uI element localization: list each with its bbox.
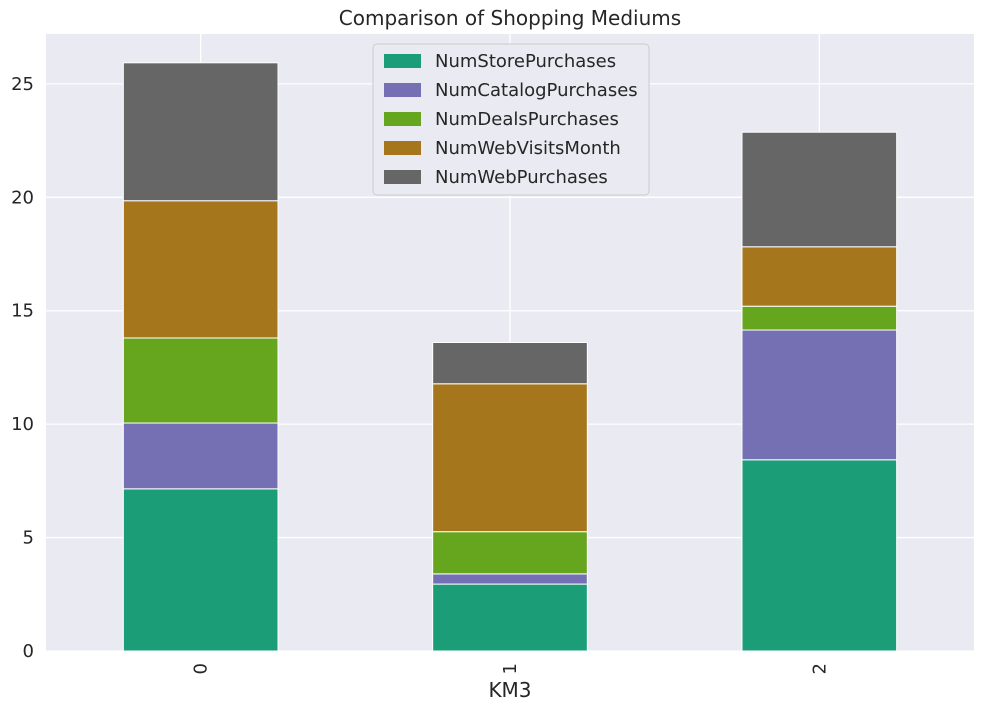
y-tick-label: 20 bbox=[11, 187, 34, 208]
bar-segment-NumWebVisitsMonth-0 bbox=[122, 200, 279, 339]
y-axis-ticks: 0 5 10 15 20 25 bbox=[11, 74, 34, 662]
bar-segment-NumWebPurchases-1 bbox=[432, 342, 588, 385]
bar-segment-NumWebPurchases-0 bbox=[122, 62, 279, 202]
x-tick-label: 1 bbox=[500, 663, 521, 674]
chart-title: Comparison of Shopping Mediums bbox=[339, 6, 681, 30]
legend-label: NumWebVisitsMonth bbox=[435, 138, 621, 159]
x-tick-label: 2 bbox=[809, 663, 830, 674]
x-tick-label: 0 bbox=[191, 663, 212, 674]
x-axis-ticks: 0 1 2 bbox=[191, 663, 831, 674]
legend-swatch bbox=[384, 141, 421, 155]
legend: NumStorePurchases NumCatalogPurchases NumD… bbox=[372, 43, 650, 196]
bar-segment-NumCatalogPurchases-2 bbox=[741, 329, 898, 461]
legend-label: NumStorePurchases bbox=[435, 51, 616, 72]
bar-segment-NumCatalogPurchases-1 bbox=[432, 573, 588, 585]
bar-segment-NumStorePurchases-0 bbox=[122, 488, 279, 652]
bar-segment-NumWebPurchases-2 bbox=[741, 131, 898, 248]
y-tick-label: 15 bbox=[11, 301, 34, 322]
legend-swatch bbox=[384, 170, 421, 184]
bar-segment-NumCatalogPurchases-0 bbox=[122, 422, 279, 490]
bar-segment-NumDealsPurchases-1 bbox=[432, 531, 588, 575]
bar-segment-NumDealsPurchases-2 bbox=[741, 305, 898, 331]
bar-segment-NumStorePurchases-1 bbox=[432, 583, 588, 652]
x-axis-label: KM3 bbox=[488, 678, 531, 702]
legend-swatch bbox=[384, 112, 421, 126]
legend-label: NumDealsPurchases bbox=[435, 109, 619, 130]
bar-segment-NumWebVisitsMonth-2 bbox=[741, 246, 898, 307]
legend-swatch bbox=[384, 83, 421, 97]
y-tick-label: 0 bbox=[23, 641, 34, 662]
y-tick-label: 5 bbox=[23, 528, 34, 549]
bars bbox=[122, 62, 898, 652]
legend-label: NumWebPurchases bbox=[435, 167, 608, 188]
legend-swatch bbox=[384, 54, 421, 68]
bar-segment-NumWebVisitsMonth-1 bbox=[432, 383, 588, 533]
y-tick-label: 10 bbox=[11, 414, 34, 435]
y-tick-label: 25 bbox=[11, 74, 34, 95]
legend-label: NumCatalogPurchases bbox=[435, 80, 638, 101]
bar-segment-NumStorePurchases-2 bbox=[741, 459, 898, 652]
bar-segment-NumDealsPurchases-0 bbox=[122, 337, 279, 424]
legend-box bbox=[372, 43, 650, 196]
